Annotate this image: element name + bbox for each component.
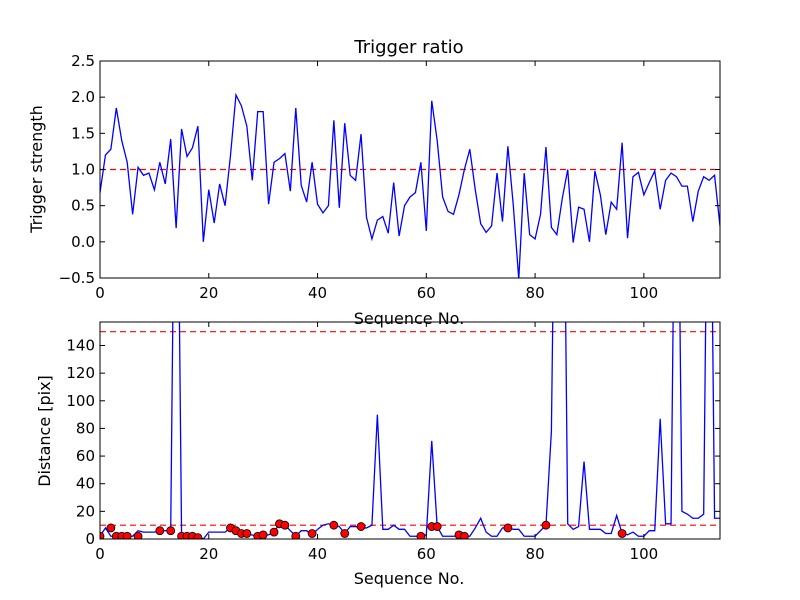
trigger-ratio-chart: Trigger ratio Trigger strength Sequence …: [27, 37, 721, 328]
bottom-chart-xlabel: Sequence No.: [354, 569, 465, 588]
bottom-marker-point: [291, 531, 301, 539]
bottom-marker-point: [269, 527, 279, 537]
bottom-plot-content: [100, 322, 720, 539]
bottom-plot-area: 0 20 40 60 80 100 0 20 40 60 80 100 120 140: [66, 321, 721, 563]
bottom-xtick-label: 0: [95, 545, 105, 563]
bottom-marker-point: [541, 520, 551, 530]
top-chart-ylabel: Trigger strength: [27, 105, 46, 234]
bottom-axes-frame: [99, 321, 721, 540]
bottom-ytick-label: 120: [66, 364, 95, 382]
top-plot-content: [100, 92, 720, 278]
top-series-line-0: [100, 92, 720, 278]
top-chart-xlabel: Sequence No.: [354, 309, 465, 328]
top-xtick-label: 20: [199, 284, 218, 302]
bottom-marker-point: [329, 520, 339, 530]
bottom-marker-point: [340, 529, 350, 538]
bottom-marker-point: [258, 530, 268, 539]
bottom-marker-point: [356, 522, 366, 531]
bottom-ytick-label: 100: [66, 392, 95, 410]
bottom-ytick-label: 20: [76, 502, 95, 520]
bottom-xtick-label: 60: [417, 545, 436, 563]
top-ytick-label: 0.5: [71, 197, 95, 215]
bottom-ytick-label: 60: [76, 447, 95, 465]
bottom-marker-point: [166, 526, 176, 536]
top-ytick-label: 2.0: [71, 88, 95, 106]
bottom-marker-point: [432, 522, 442, 531]
top-xtick-label: 100: [630, 284, 659, 302]
bottom-marker-point: [242, 529, 252, 538]
bottom-marker-point: [193, 533, 203, 539]
bottom-marker-point: [280, 520, 290, 530]
top-ytick-label: −0.5: [59, 269, 95, 287]
bottom-marker-point: [100, 531, 105, 539]
top-plot-area: 0 20 40 60 80 100 −0.5 0.0 0.5 1.0 1.5 2.0 2.5: [59, 52, 721, 302]
bottom-marker-point: [307, 529, 317, 538]
bottom-ytick-label: 140: [66, 336, 95, 354]
bottom-marker-point: [133, 531, 143, 539]
top-ytick-label: 1.0: [71, 161, 95, 179]
bottom-series-line-0: [100, 322, 720, 539]
bottom-marker-point: [503, 523, 513, 533]
bottom-xtick-label: 40: [308, 545, 327, 563]
bottom-marker-point: [459, 531, 469, 539]
top-ytick-label: 0.0: [71, 233, 95, 251]
top-xtick-label: 80: [526, 284, 545, 302]
bottom-ytick-label: 40: [76, 475, 95, 493]
bottom-chart-ylabel: Distance [pix]: [35, 375, 54, 487]
top-ytick-label: 1.5: [71, 124, 95, 142]
top-xtick-label: 40: [308, 284, 327, 302]
bottom-marker-point: [617, 529, 627, 538]
bottom-ytick-label: 0: [85, 530, 95, 548]
top-xtick-label: 0: [95, 284, 105, 302]
top-ytick-label: 2.5: [71, 52, 95, 70]
bottom-xtick-label: 100: [630, 545, 659, 563]
bottom-marker-point: [416, 531, 426, 539]
bottom-marker-point: [106, 523, 116, 533]
bottom-xtick-label: 80: [526, 545, 545, 563]
bottom-ytick-label: 80: [76, 419, 95, 437]
bottom-marker-point: [122, 531, 132, 539]
top-chart-title: Trigger ratio: [353, 37, 463, 58]
bottom-marker-point: [155, 526, 165, 536]
distance-chart: Distance [pix] Sequence No. 0 20 40 60 80 100…: [35, 321, 721, 588]
top-xtick-label: 60: [417, 284, 436, 302]
bottom-xtick-label: 20: [199, 545, 218, 563]
